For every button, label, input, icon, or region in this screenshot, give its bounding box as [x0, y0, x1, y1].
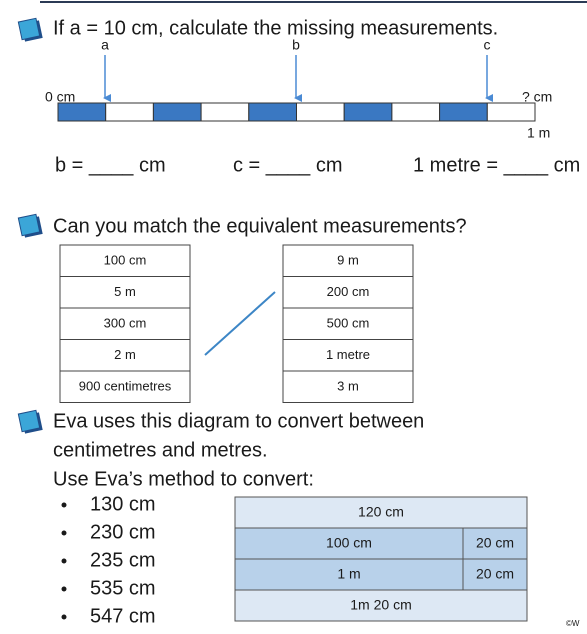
strip-segment	[486, 102, 536, 122]
question: Can you match the equivalent measurement…	[53, 215, 467, 237]
cell: 100 cm	[326, 535, 372, 551]
cell-text: 500 cm	[327, 315, 370, 330]
strip-segment	[105, 102, 154, 122]
strip-segment	[343, 102, 393, 122]
icon	[17, 213, 43, 238]
cell-text: 9 m	[337, 252, 359, 267]
cell-text: 5 m	[114, 284, 136, 299]
question: centimetres and metres.	[53, 439, 268, 461]
answer: b = ____ cm	[55, 154, 166, 176]
strip-segment	[296, 102, 345, 122]
footer: ©W	[566, 619, 580, 628]
bullet-text: 130 cm	[90, 493, 156, 515]
cell: 1m 20 cm	[350, 597, 411, 613]
strip	[57, 102, 536, 122]
cell-text: 2 m	[114, 347, 136, 362]
icon	[17, 409, 43, 434]
point-label: c	[484, 37, 491, 53]
strip-segment	[152, 102, 202, 122]
question: Use Eva’s method to convert:	[53, 468, 314, 490]
bullet-text: 230 cm	[90, 521, 156, 543]
strip-segment	[200, 102, 250, 122]
bullet	[61, 558, 67, 564]
arrows	[103, 55, 493, 102]
cell-text: 100 cm	[104, 252, 147, 267]
bullet-text: 235 cm	[90, 549, 156, 571]
table-cell	[282, 307, 414, 340]
bullet	[61, 530, 67, 536]
bullet-text: 535 cm	[90, 577, 156, 599]
end-label: ? cm	[522, 89, 552, 105]
match-tables: 100 cm 5 m 300 cm 2 m 900 centimetres 9 m 200 …	[59, 244, 414, 403]
table-cell	[282, 370, 414, 403]
cell: 20 cm	[476, 566, 514, 582]
bullet	[61, 502, 67, 508]
bullet	[61, 614, 67, 620]
answer: 1 metre = ____ cm	[413, 154, 580, 176]
table-cell	[282, 276, 414, 309]
table-cell	[59, 276, 191, 309]
eva-diagram	[234, 496, 528, 622]
strip-segment	[439, 102, 488, 122]
question: Eva uses this diagram to convert between	[53, 410, 424, 432]
cell: 20 cm	[476, 535, 514, 551]
icon	[17, 17, 43, 42]
cell-text: 200 cm	[327, 284, 370, 299]
answer: c = ____ cm	[233, 154, 343, 176]
cell-text: 1 metre	[326, 347, 370, 362]
table-cell	[282, 244, 414, 277]
cell: 1 m	[337, 566, 360, 582]
point-label: b	[292, 37, 300, 53]
question: If a = 10 cm, calculate the missing meas…	[53, 17, 498, 39]
bullet-list: 130 cm 230 cm 235 cm 535 cm 547 cm	[61, 493, 156, 627]
bullet-text: 547 cm	[90, 605, 156, 627]
cell-text: 300 cm	[104, 315, 147, 330]
table-cell	[59, 370, 191, 403]
table-cell	[59, 244, 191, 277]
table-cell	[282, 339, 414, 372]
point-label: a	[101, 37, 109, 53]
cell-text: 3 m	[337, 378, 359, 393]
match-line	[204, 291, 276, 356]
bullet	[61, 586, 67, 592]
strip-segment	[248, 102, 298, 122]
strip-segment	[57, 102, 107, 122]
cell-text: 900 centimetres	[79, 378, 172, 393]
length-label: 1 m	[527, 125, 550, 141]
start-label: 0 cm	[45, 89, 75, 105]
strip-segment	[391, 102, 441, 122]
cell: 120 cm	[358, 504, 404, 520]
